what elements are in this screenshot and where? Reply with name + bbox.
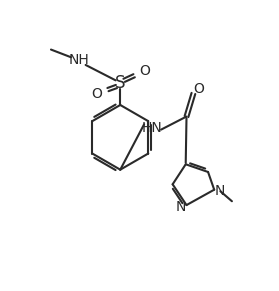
Text: HN: HN xyxy=(141,121,162,135)
Text: S: S xyxy=(115,74,126,93)
Text: N: N xyxy=(215,184,225,198)
Text: O: O xyxy=(92,87,103,101)
Text: NH: NH xyxy=(69,53,90,67)
Text: O: O xyxy=(140,64,150,78)
Text: N: N xyxy=(176,200,186,214)
Text: O: O xyxy=(193,82,204,96)
